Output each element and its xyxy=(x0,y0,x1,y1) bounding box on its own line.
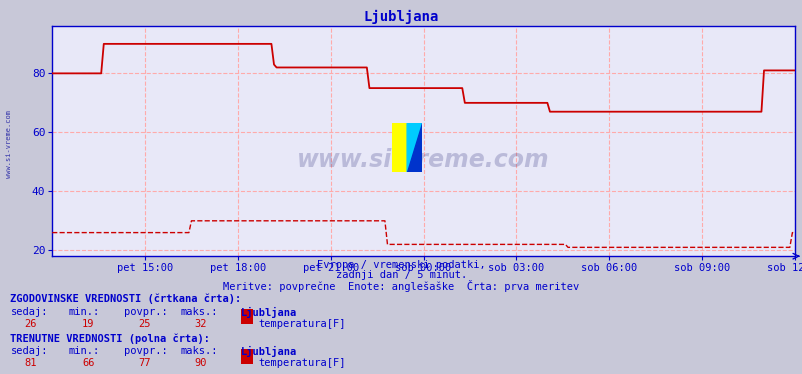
Text: 90: 90 xyxy=(194,358,207,368)
Text: min.:: min.: xyxy=(68,346,99,356)
Text: 32: 32 xyxy=(194,319,207,329)
Text: povpr.:: povpr.: xyxy=(124,346,168,356)
Text: 25: 25 xyxy=(138,319,151,329)
Text: ZGODOVINSKE VREDNOSTI (črtkana črta):: ZGODOVINSKE VREDNOSTI (črtkana črta): xyxy=(10,294,241,304)
Text: www.si-vreme.com: www.si-vreme.com xyxy=(6,110,12,178)
Text: 26: 26 xyxy=(24,319,37,329)
Text: Ljubljana: Ljubljana xyxy=(241,346,297,357)
Text: povpr.:: povpr.: xyxy=(124,307,168,318)
Text: 77: 77 xyxy=(138,358,151,368)
Text: zadnji dan / 5 minut.: zadnji dan / 5 minut. xyxy=(335,270,467,280)
Text: 19: 19 xyxy=(82,319,95,329)
Text: temperatura[F]: temperatura[F] xyxy=(258,319,346,329)
Text: maks.:: maks.: xyxy=(180,307,218,318)
Text: www.si-vreme.com: www.si-vreme.com xyxy=(297,148,549,172)
Text: sedaj:: sedaj: xyxy=(10,346,48,356)
Text: min.:: min.: xyxy=(68,307,99,318)
Text: TRENUTNE VREDNOSTI (polna črta):: TRENUTNE VREDNOSTI (polna črta): xyxy=(10,334,210,344)
Text: 66: 66 xyxy=(82,358,95,368)
Polygon shape xyxy=(407,123,422,172)
Text: Ljubljana: Ljubljana xyxy=(363,9,439,24)
Text: 81: 81 xyxy=(24,358,37,368)
Text: maks.:: maks.: xyxy=(180,346,218,356)
Text: Evropa / vremenski podatki,: Evropa / vremenski podatki, xyxy=(317,260,485,270)
Text: temperatura[F]: temperatura[F] xyxy=(258,358,346,368)
Text: sedaj:: sedaj: xyxy=(10,307,48,318)
Text: Meritve: povprečne  Enote: anglešaške  Črta: prva meritev: Meritve: povprečne Enote: anglešaške Črt… xyxy=(223,280,579,292)
Polygon shape xyxy=(391,123,407,172)
Text: Ljubljana: Ljubljana xyxy=(241,307,297,318)
Polygon shape xyxy=(407,123,422,172)
